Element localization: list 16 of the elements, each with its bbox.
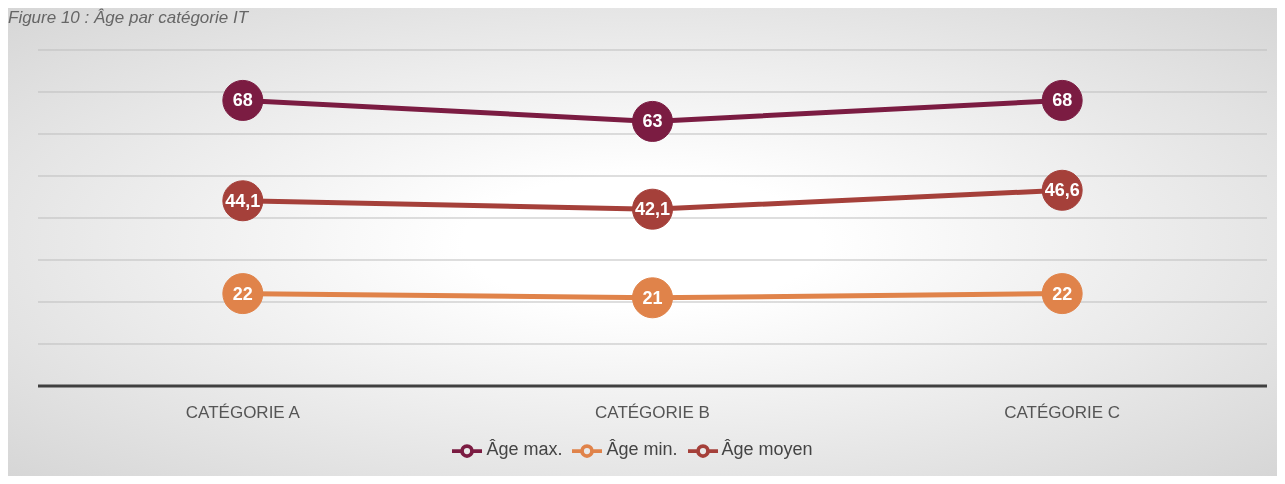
x-tick-label: CATÉGORIE B: [595, 403, 710, 423]
chart-title: Figure 10 : Âge par catégorie IT: [8, 8, 250, 29]
legend-label: Âge moyen: [721, 439, 813, 460]
data-label: 22: [232, 283, 253, 304]
data-label: 46,6: [1044, 180, 1080, 201]
data-label: 63: [642, 111, 663, 132]
data-label: 68: [232, 90, 253, 111]
legend-label: Âge min.: [606, 439, 678, 460]
legend-label: Âge max.: [486, 439, 563, 460]
data-label: 21: [642, 287, 663, 308]
x-tick-label: CATÉGORIE A: [185, 403, 301, 423]
data-label: 42,1: [634, 199, 671, 220]
data-label: 44,1: [225, 190, 261, 211]
data-label: 68: [1052, 90, 1073, 111]
data-label: 22: [1052, 283, 1073, 304]
x-tick-label: CATÉGORIE C: [1004, 403, 1121, 423]
